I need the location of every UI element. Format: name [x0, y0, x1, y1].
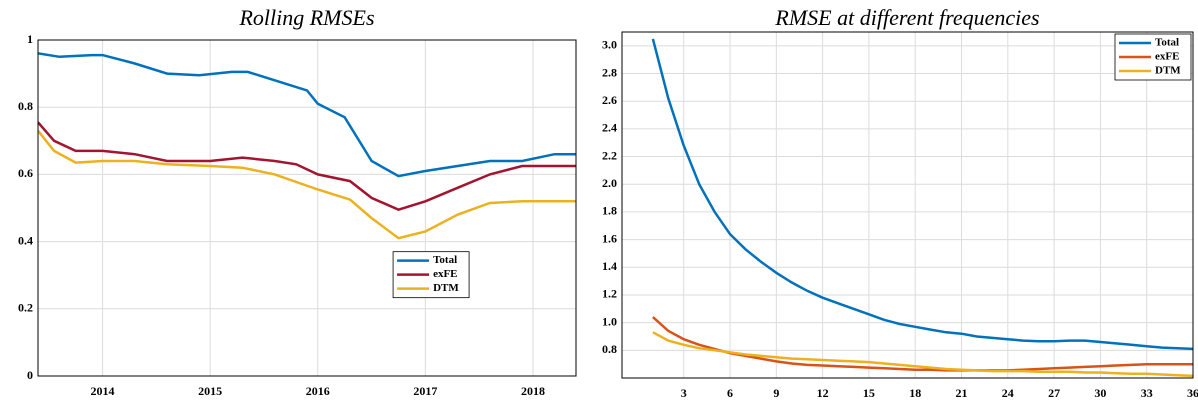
- series-line: [38, 52, 576, 178]
- plot-area: [622, 32, 1193, 378]
- x-tick-label: 2014: [91, 384, 115, 398]
- y-tick-label: 0.6: [18, 166, 33, 180]
- y-tick-label: 0.2: [18, 301, 33, 315]
- y-tick-label: 1.0: [602, 314, 617, 328]
- y-tick-label: 1.2: [602, 287, 617, 301]
- x-tick-label: 24: [1002, 386, 1014, 400]
- chart-title: RMSE at different frequencies: [774, 5, 1039, 30]
- x-tick-label: 15: [863, 386, 875, 400]
- x-tick-label: 27: [1048, 386, 1060, 400]
- x-tick-label: 2015: [198, 384, 222, 398]
- y-tick-label: 0.8: [602, 342, 617, 356]
- series-line: [38, 121, 576, 212]
- x-tick-label: 18: [909, 386, 921, 400]
- series-line: [38, 129, 576, 240]
- x-tick-label: 9: [773, 386, 779, 400]
- y-tick-label: 0: [27, 368, 33, 382]
- legend-label: exFE: [433, 268, 457, 280]
- y-tick-label: 1.8: [602, 204, 617, 218]
- y-tick-label: 0.4: [18, 233, 33, 247]
- legend: Total exFE DTM: [392, 251, 470, 299]
- y-tick-label: 1: [27, 32, 33, 46]
- x-tick-label: 2017: [413, 384, 437, 398]
- legend-label: DTM: [1155, 65, 1181, 77]
- x-tick-label: 36: [1187, 386, 1198, 400]
- y-tick-label: 1.6: [602, 231, 617, 245]
- axes-box: [37, 39, 577, 377]
- x-tick-label: 12: [817, 386, 829, 400]
- y-tick-label: 2.6: [602, 93, 617, 107]
- x-tick-label: 33: [1141, 386, 1153, 400]
- y-tick-label: 0.8: [18, 99, 33, 113]
- series-line: [652, 331, 1193, 378]
- y-tick-label: 2.8: [602, 65, 617, 79]
- plot: 0 0.2 0.4 0.6 0.8 1 2014 2015 2016 2017 2018: [18, 32, 577, 398]
- y-tick-label: 1.4: [602, 259, 617, 273]
- legend-label: Total: [433, 254, 457, 266]
- plot-area: [38, 40, 576, 376]
- legend: Total exFE DTM: [1114, 33, 1192, 81]
- x-tick-label: 2018: [521, 384, 545, 398]
- y-tick-label: 3.0: [602, 38, 617, 52]
- x-tick-label: 2016: [306, 384, 330, 398]
- series-line: [652, 316, 1193, 372]
- y-tick-label: 2.4: [602, 121, 617, 135]
- legend-label: Total: [1155, 37, 1179, 49]
- x-tick-label: 3: [681, 386, 687, 400]
- x-tick-label: 6: [727, 386, 733, 400]
- legend-label: exFE: [1155, 51, 1179, 63]
- plot: 0.81.01.21.41.61.82.02.22.42.62.83.03 6 9 1…: [602, 31, 1198, 400]
- y-tick-label: 2.0: [602, 176, 617, 190]
- axes-box: [621, 31, 1194, 379]
- legend-label: DTM: [433, 282, 459, 294]
- y-tick-label: 2.2: [602, 148, 617, 162]
- x-tick-label: 21: [956, 386, 968, 400]
- x-tick-label: 30: [1094, 386, 1106, 400]
- chart-title: Rolling RMSEs: [238, 5, 374, 30]
- series-line: [651, 38, 1193, 351]
